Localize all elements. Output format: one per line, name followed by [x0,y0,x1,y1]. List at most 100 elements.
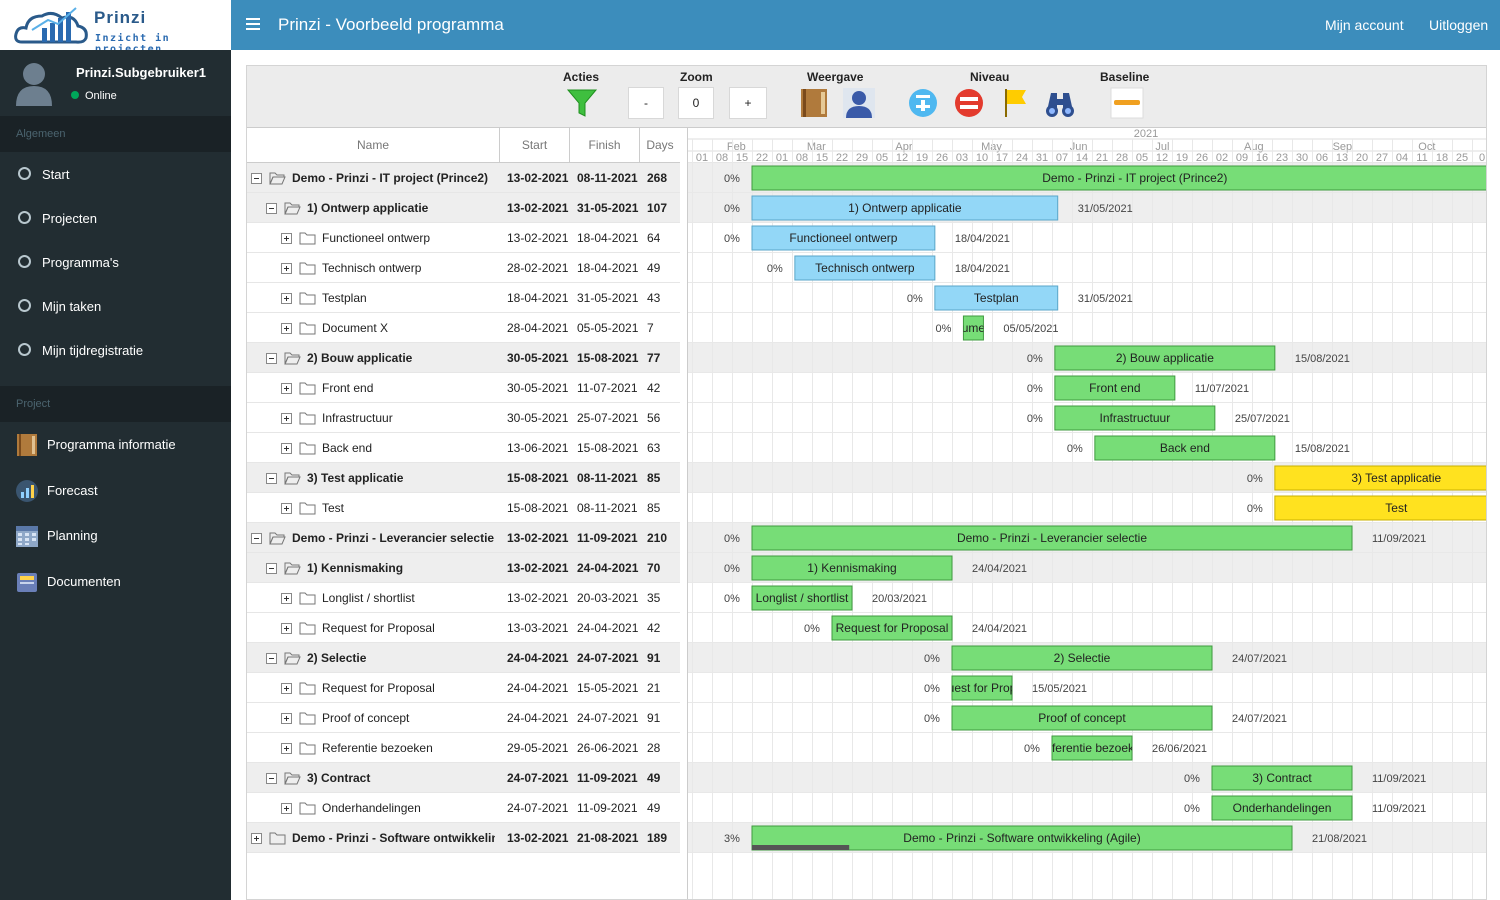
nav-my-time-registration[interactable]: Mijn tijdregistratie [0,328,231,372]
nav-program-info[interactable]: Programma informatie [0,423,231,467]
nav-documents[interactable]: Documenten [0,560,231,604]
task-bar[interactable] [962,315,984,341]
binoculars-icon[interactable] [1043,87,1077,119]
column-name[interactable]: Name [247,128,500,163]
table-row[interactable]: Technisch ontwerp 28-02-2021 18-04-2021 49 [247,253,680,283]
task-bar[interactable] [951,645,1213,671]
notebook-view-icon[interactable] [797,87,831,119]
task-bar[interactable] [951,675,1013,701]
milestone-flag-icon[interactable] [998,87,1032,119]
table-row[interactable]: Testplan 18-04-2021 31-05-2021 43 [247,283,680,313]
task-bar[interactable] [1211,795,1353,821]
table-row[interactable]: Onderhandelingen 24-07-2021 11-09-2021 49 [247,793,680,823]
expand-toggle-icon[interactable] [281,743,292,754]
task-bar[interactable] [751,555,953,581]
table-row[interactable]: Request for Proposal 24-04-2021 15-05-2021… [247,673,680,703]
task-bar[interactable] [1274,465,1486,491]
task-bar[interactable] [831,615,953,641]
nav-projects[interactable]: Projecten [0,196,231,240]
nav-forecast[interactable]: Forecast [0,469,231,513]
collapse-toggle-icon[interactable] [251,533,262,544]
expand-toggle-icon[interactable] [281,713,292,724]
table-row[interactable]: 3) Test applicatie 15-08-2021 08-11-2021 85 [247,463,680,493]
collapse-toggle-icon[interactable] [266,773,277,784]
task-bar[interactable] [1094,435,1276,461]
task-bar[interactable] [1211,765,1353,791]
column-finish[interactable]: Finish [570,128,640,163]
expand-toggle-icon[interactable] [251,833,262,844]
task-bar[interactable] [1274,495,1486,521]
table-row[interactable]: Demo - Prinzi - Leverancier selectie 13-0… [247,523,680,553]
week-label: 01 [696,152,708,164]
expand-toggle-icon[interactable] [281,383,292,394]
collapse-toggle-icon[interactable] [266,353,277,364]
expand-toggle-icon[interactable] [281,413,292,424]
task-bar[interactable] [751,225,936,251]
collapse-toggle-icon[interactable] [266,563,277,574]
nav-planning[interactable]: Planning [0,514,231,558]
nav-start[interactable]: Start [0,152,231,196]
table-row[interactable]: Proof of concept 24-04-2021 24-07-2021 91 [247,703,680,733]
table-row[interactable]: Document X 28-04-2021 05-05-2021 7 [247,313,680,343]
table-row[interactable]: Referentie bezoeken 29-05-2021 26-06-2021 2… [247,733,680,763]
expand-toggle-icon[interactable] [281,293,292,304]
collapse-all-icon[interactable] [952,87,986,119]
zoom-out-button[interactable]: - [628,87,664,119]
table-row[interactable]: 1) Kennismaking 13-02-2021 24-04-2021 70 [247,553,680,583]
task-bar[interactable] [934,285,1059,311]
filter-icon[interactable] [565,87,599,119]
table-row[interactable]: 1) Ontwerp applicatie 13-02-2021 31-05-202… [247,193,680,223]
table-row[interactable]: Infrastructuur 30-05-2021 25-07-2021 56 [247,403,680,433]
table-row[interactable]: 3) Contract 24-07-2021 11-09-2021 49 [247,763,680,793]
table-row[interactable]: Demo - Prinzi - Software ontwikkeling (A… [247,823,680,853]
nav-programs[interactable]: Programma's [0,240,231,284]
column-days[interactable]: Days [646,138,674,152]
logo[interactable]: Prinzi Inzicht in projecten [0,0,231,55]
table-row[interactable]: Functioneel ontwerp 13-02-2021 18-04-2021 6… [247,223,680,253]
zoom-in-button[interactable]: + [729,87,767,119]
expand-toggle-icon[interactable] [281,623,292,634]
cloud-logo-icon [14,7,88,44]
task-bar[interactable] [1054,405,1216,431]
task-bar[interactable] [751,585,853,611]
task-bar[interactable] [951,705,1213,731]
task-bar[interactable] [1054,345,1276,371]
my-account-link[interactable]: Mijn account [1325,17,1404,33]
resource-view-icon[interactable] [842,87,876,119]
table-row[interactable]: Request for Proposal 13-03-2021 24-04-2021… [247,613,680,643]
expand-toggle-icon[interactable] [281,263,292,274]
baseline-icon[interactable] [1110,87,1144,119]
task-bar[interactable] [1051,735,1133,761]
table-row[interactable]: 2) Selectie 24-04-2021 24-07-2021 91 [247,643,680,673]
table-row[interactable]: Front end 30-05-2021 11-07-2021 42 [247,373,680,403]
menu-toggle-icon[interactable] [246,15,260,35]
table-row[interactable]: Longlist / shortlist 13-02-2021 20-03-2021… [247,583,680,613]
logout-link[interactable]: Uitloggen [1429,17,1489,33]
table-row[interactable]: Test 15-08-2021 08-11-2021 85 [247,493,680,523]
collapse-toggle-icon[interactable] [266,203,277,214]
collapse-toggle-icon[interactable] [266,473,277,484]
expand-toggle-icon[interactable] [281,683,292,694]
expand-toggle-icon[interactable] [281,803,292,814]
collapse-toggle-icon[interactable] [266,653,277,664]
task-bar[interactable] [751,195,1059,221]
table-row[interactable]: Demo - Prinzi - IT project (Prince2) 13-0… [247,163,680,193]
expand-all-icon[interactable] [906,87,940,119]
expand-toggle-icon[interactable] [281,443,292,454]
collapse-toggle-icon[interactable] [251,173,262,184]
expand-toggle-icon[interactable] [281,593,292,604]
task-bar[interactable] [794,255,936,281]
task-bar[interactable] [751,165,1486,191]
grid-splitter[interactable] [680,128,688,899]
nav-my-tasks[interactable]: Mijn taken [0,284,231,328]
zoom-value-field[interactable]: 0 [678,87,714,119]
table-row[interactable]: Back end 13-06-2021 15-08-2021 63 [247,433,680,463]
bar-label: 3) Contract [1252,771,1312,785]
table-row[interactable]: 2) Bouw applicatie 30-05-2021 15-08-2021 77 [247,343,680,373]
task-bar[interactable] [1054,375,1176,401]
expand-toggle-icon[interactable] [281,503,292,514]
column-start[interactable]: Start [500,128,570,163]
expand-toggle-icon[interactable] [281,233,292,244]
expand-toggle-icon[interactable] [281,323,292,334]
task-bar[interactable] [751,525,1353,551]
